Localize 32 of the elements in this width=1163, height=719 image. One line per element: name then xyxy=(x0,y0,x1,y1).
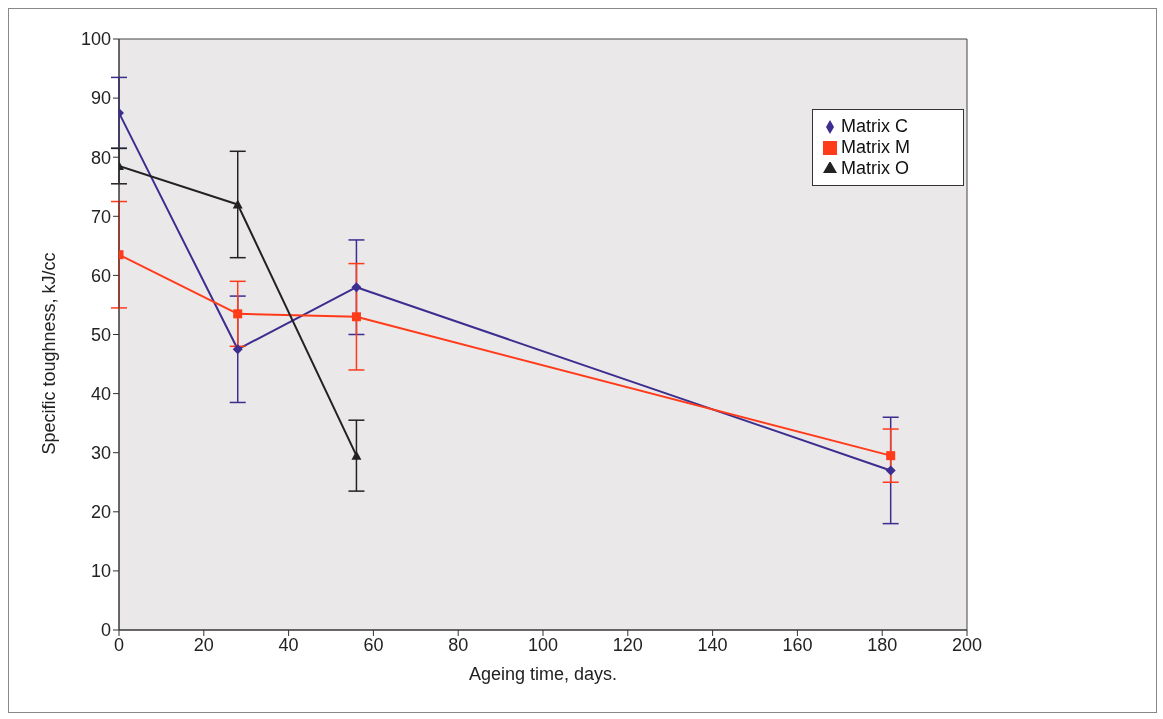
x-tick-label: 20 xyxy=(193,634,214,655)
point xyxy=(232,344,243,355)
x-tick-label: 100 xyxy=(527,634,559,655)
y-tick-label: 30 xyxy=(90,443,111,464)
x-tick-label: 60 xyxy=(363,634,384,655)
legend-label: Matrix M xyxy=(841,137,910,157)
y-tick-label: 20 xyxy=(90,502,111,523)
y-tick-label: 100 xyxy=(80,29,111,50)
x-tick-label: 80 xyxy=(448,634,469,655)
point xyxy=(232,199,243,209)
point xyxy=(351,282,362,293)
x-axis-title: Ageing time, days. xyxy=(468,664,618,684)
x-tick-label: 140 xyxy=(697,634,728,655)
x-tick-label: 200 xyxy=(951,634,983,655)
y-tick-label: 60 xyxy=(90,265,111,286)
y-tick-label: 90 xyxy=(90,88,111,109)
y-axis-title: Specific toughness, kJ/cc xyxy=(39,252,60,455)
legend-label: Matrix C xyxy=(841,116,908,136)
y-tick-label: 80 xyxy=(90,147,111,168)
y-tick-label: 0 xyxy=(100,620,111,641)
y-tick-label: 10 xyxy=(90,561,111,582)
y-tick-label: 40 xyxy=(90,383,111,404)
point xyxy=(233,309,243,319)
x-tick-label: 180 xyxy=(867,634,898,655)
x-tick-label: 0 xyxy=(113,634,125,655)
legend-label: Matrix O xyxy=(841,158,910,178)
x-tick-label: 40 xyxy=(278,634,299,655)
point xyxy=(351,312,361,322)
x-tick-label: 120 xyxy=(612,634,643,655)
y-tick-label: 70 xyxy=(90,206,111,227)
y-tick-label: 50 xyxy=(90,324,111,345)
x-tick-label: 160 xyxy=(782,634,813,655)
